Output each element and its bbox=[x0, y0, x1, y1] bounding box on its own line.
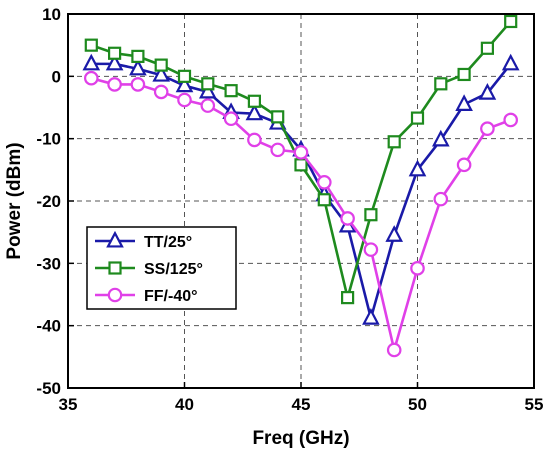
legend-label: TT/25° bbox=[144, 234, 192, 251]
y-axis-ticks: -50 -40 -30 -20 -10 0 10 bbox=[36, 5, 74, 398]
data-point bbox=[317, 193, 331, 207]
data-point bbox=[177, 92, 192, 108]
x-axis-title: Freq (GHz) bbox=[252, 428, 349, 449]
data-point bbox=[385, 225, 404, 242]
data-point bbox=[410, 261, 425, 276]
data-point bbox=[247, 132, 262, 148]
data-point bbox=[224, 84, 238, 98]
y-tick-label: -10 bbox=[36, 130, 61, 149]
data-point bbox=[456, 157, 472, 173]
legend-marker bbox=[107, 287, 123, 303]
data-point bbox=[340, 211, 355, 226]
data-point bbox=[200, 98, 216, 113]
data-point bbox=[105, 53, 124, 71]
data-point bbox=[364, 208, 378, 222]
data-point bbox=[107, 77, 122, 92]
data-point bbox=[410, 111, 425, 125]
data-point bbox=[201, 77, 215, 91]
y-tick-label: -40 bbox=[36, 317, 61, 336]
x-tick-label: 40 bbox=[175, 395, 194, 414]
data-point bbox=[84, 38, 98, 52]
y-tick-label: -20 bbox=[36, 192, 61, 211]
x-tick-label: 50 bbox=[408, 395, 427, 414]
data-point bbox=[316, 175, 332, 190]
data-point bbox=[341, 291, 355, 305]
data-point bbox=[271, 110, 285, 124]
data-point bbox=[431, 129, 450, 147]
data-point bbox=[501, 53, 520, 71]
data-point bbox=[362, 308, 380, 325]
data-point bbox=[294, 158, 308, 172]
data-point bbox=[84, 70, 99, 86]
data-point bbox=[457, 67, 471, 82]
series-square bbox=[84, 14, 518, 305]
data-point bbox=[478, 83, 497, 100]
data-point bbox=[153, 84, 169, 100]
data-point bbox=[177, 69, 192, 83]
data-point bbox=[82, 53, 101, 71]
data-point bbox=[480, 121, 495, 136]
series-layer bbox=[82, 14, 520, 358]
data-point bbox=[131, 49, 145, 63]
data-point bbox=[503, 112, 518, 128]
data-point bbox=[504, 14, 518, 29]
legend-label: SS/125° bbox=[144, 261, 203, 278]
x-axis-ticks: 35 40 45 50 55 bbox=[59, 382, 544, 414]
y-tick-label: 10 bbox=[42, 5, 61, 24]
data-point bbox=[223, 111, 239, 127]
data-point bbox=[363, 242, 379, 257]
data-point bbox=[130, 77, 146, 92]
data-point bbox=[198, 81, 217, 99]
y-axis-title: Power (dBm) bbox=[4, 142, 25, 259]
data-point bbox=[386, 342, 402, 358]
data-point bbox=[152, 64, 171, 82]
y-tick-label: -50 bbox=[36, 379, 61, 398]
data-point bbox=[480, 41, 494, 55]
legend: TT/25° SS/125° FF/-40° bbox=[86, 226, 237, 310]
x-tick-label: 55 bbox=[525, 395, 544, 414]
data-point bbox=[408, 159, 427, 177]
data-point bbox=[245, 103, 264, 121]
data-point bbox=[175, 75, 194, 93]
data-point bbox=[107, 46, 122, 60]
legend-marker bbox=[108, 261, 122, 275]
y-tick-label: -30 bbox=[36, 254, 61, 273]
data-point bbox=[455, 94, 473, 111]
legend-label: FF/-40° bbox=[144, 288, 198, 305]
data-point bbox=[129, 58, 147, 76]
data-point bbox=[387, 135, 401, 149]
x-tick-label: 45 bbox=[292, 395, 311, 414]
y-tick-label: 0 bbox=[52, 67, 61, 86]
data-point bbox=[293, 145, 309, 160]
legend-marker bbox=[106, 230, 124, 248]
legend-item: FF/-40° bbox=[95, 287, 198, 305]
data-point bbox=[433, 191, 449, 207]
legend-item: TT/25° bbox=[95, 230, 192, 251]
data-point bbox=[154, 58, 168, 72]
data-point bbox=[247, 94, 261, 108]
legend-item: SS/125° bbox=[95, 261, 203, 278]
data-point bbox=[434, 77, 448, 91]
data-point bbox=[270, 142, 285, 158]
series-circle bbox=[84, 70, 518, 358]
x-tick-label: 35 bbox=[59, 395, 78, 414]
